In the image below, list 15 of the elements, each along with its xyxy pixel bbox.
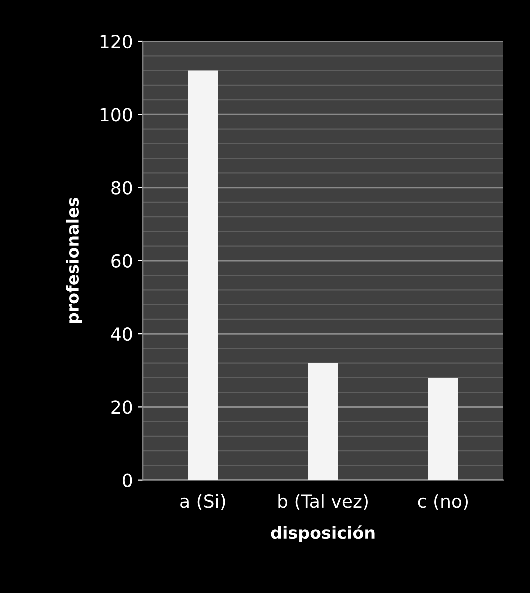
y-tick-label: 40 — [111, 328, 132, 342]
bar — [428, 378, 458, 480]
y-tick-label: 120 — [100, 34, 132, 49]
y-tick-label: 80 — [112, 181, 132, 195]
x-tick-label: c (no) — [418, 494, 468, 510]
bar — [308, 363, 338, 480]
x-tick-label: a (Si) — [180, 494, 226, 510]
y-tick-label: 20 — [112, 400, 132, 414]
bar — [188, 70, 218, 480]
x-axis-title: disposición — [271, 526, 375, 542]
y-axis-title: profesionales — [66, 198, 82, 324]
y-tick-label: 60 — [112, 254, 132, 268]
y-tick-label: 100 — [100, 108, 132, 122]
x-tick-label: b (Tal vez) — [278, 494, 368, 510]
y-tick-label: 0 — [123, 474, 132, 488]
